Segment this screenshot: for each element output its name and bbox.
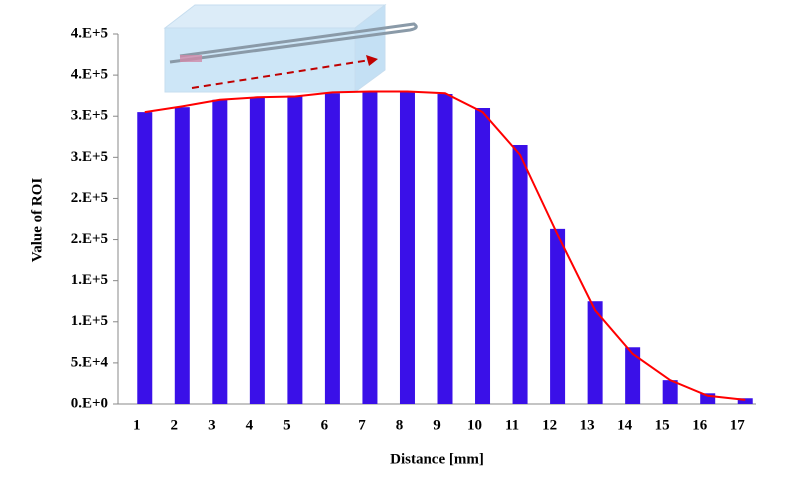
x-tick-label: 8 <box>396 417 404 433</box>
bar <box>287 95 303 405</box>
bar <box>399 91 415 405</box>
x-axis-title: Distance [mm] <box>390 451 484 467</box>
y-tick-label: 0.E+0 <box>71 395 108 411</box>
x-tick-label: 2 <box>171 417 179 433</box>
y-tick-label: 4.E+5 <box>71 25 108 41</box>
y-tick-label: 1.E+5 <box>71 313 108 329</box>
bar <box>550 228 566 404</box>
bar <box>212 99 228 405</box>
bar <box>662 380 678 404</box>
y-tick-label: 3.E+5 <box>71 108 108 124</box>
bar <box>362 91 378 405</box>
bar <box>475 108 491 404</box>
x-tick-label: 9 <box>433 417 441 433</box>
x-tick-label: 4 <box>246 417 254 433</box>
bar <box>512 145 528 404</box>
x-tick-label: 1 <box>133 417 141 433</box>
x-tick-label: 5 <box>283 417 291 433</box>
x-tick-label: 17 <box>730 417 746 433</box>
line <box>144 90 746 401</box>
y-tick-label: 5.E+4 <box>71 354 109 370</box>
x-tick-label: 13 <box>580 417 595 433</box>
bar <box>249 97 265 405</box>
y-tick-label: 1.E+5 <box>71 272 108 288</box>
x-tick-label: 15 <box>655 417 670 433</box>
y-tick-label: 2.E+5 <box>71 190 108 206</box>
x-tick-label: 16 <box>692 417 708 433</box>
y-tick-label: 2.E+5 <box>71 231 108 247</box>
bar <box>324 93 340 404</box>
x-tick-label: 7 <box>358 417 366 433</box>
bar <box>587 301 603 404</box>
x-tick-label: 12 <box>542 417 557 433</box>
y-tick-label: 4.E+5 <box>71 67 108 83</box>
y-axis-title: Value of ROI <box>29 178 45 263</box>
x-tick-label: 6 <box>321 417 329 433</box>
bar <box>737 398 753 404</box>
bar <box>625 347 641 404</box>
x-tick-label: 14 <box>617 417 633 433</box>
bar <box>137 112 153 404</box>
x-tick-label: 3 <box>208 417 216 433</box>
y-tick-label: 3.E+5 <box>71 149 108 165</box>
bar <box>174 107 190 404</box>
bar <box>437 94 453 405</box>
x-tick-label: 11 <box>505 417 519 433</box>
x-tick-label: 10 <box>467 417 482 433</box>
inset-illustration <box>163 3 418 93</box>
bar <box>700 393 716 404</box>
